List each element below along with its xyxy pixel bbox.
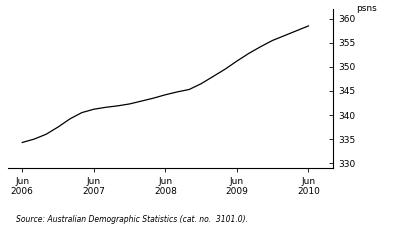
Text: Source: Australian Demographic Statistics (cat. no.  3101.0).: Source: Australian Demographic Statistic…	[16, 215, 248, 225]
Y-axis label: psns: psns	[356, 4, 376, 13]
